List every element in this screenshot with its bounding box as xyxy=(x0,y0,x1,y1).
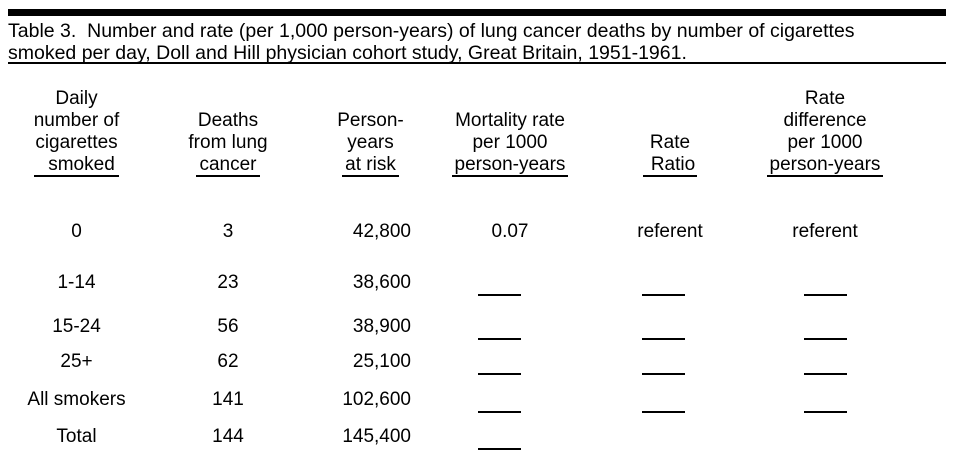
cell-mortality-rate xyxy=(420,426,600,450)
column-header-rate-ratio: Rate Ratio xyxy=(600,132,740,177)
fill-in-blank-line xyxy=(477,440,521,450)
fill-in-blank-line xyxy=(477,403,521,413)
fill-in-blank-line xyxy=(803,403,847,413)
cell-rate-difference xyxy=(740,316,910,340)
cell-deaths: 144 xyxy=(212,426,244,447)
fill-in-blank-line xyxy=(641,330,685,340)
cell-mortality-rate xyxy=(420,351,600,375)
cell-person-years: 38,900 xyxy=(352,316,411,337)
cell-deaths: 56 xyxy=(217,316,239,337)
table-row: 0 3 42,800 0.07 referent referent xyxy=(0,221,910,243)
cell-person-years: 25,100 xyxy=(352,351,411,372)
fill-in-blank-line xyxy=(641,365,685,375)
cell-rate-ratio xyxy=(600,389,740,413)
cell-mortality-rate: 0.07 xyxy=(491,221,529,242)
caption-divider-rule xyxy=(8,62,946,64)
cell-person-years: 145,400 xyxy=(342,426,411,447)
cell-cigarettes: 0 xyxy=(71,221,82,242)
fill-in-blank-line xyxy=(803,286,847,296)
cell-rate-ratio: referent xyxy=(637,221,703,242)
cell-person-years: 102,600 xyxy=(342,389,411,410)
table-header-row: Daily number of cigarettes smoked Deaths… xyxy=(0,88,910,177)
cell-deaths: 23 xyxy=(217,272,239,293)
cell-mortality-rate xyxy=(420,272,600,296)
cell-rate-difference: referent xyxy=(792,221,858,242)
cell-rate-difference xyxy=(740,351,910,375)
cell-deaths: 3 xyxy=(222,221,234,242)
column-header-cigarettes: Daily number of cigarettes smoked xyxy=(33,88,120,177)
fill-in-blank-line xyxy=(477,365,521,375)
cell-cigarettes: 15-24 xyxy=(52,316,101,337)
cell-person-years: 38,600 xyxy=(352,272,411,293)
cell-deaths: 62 xyxy=(217,351,239,372)
top-thick-rule xyxy=(8,9,946,16)
cell-mortality-rate xyxy=(420,316,600,340)
table-caption-line-2: smoked per day, Doll and Hill physician … xyxy=(8,42,687,64)
cell-cigarettes: 1-14 xyxy=(57,272,96,293)
cell-rate-ratio xyxy=(600,426,740,448)
fill-in-blank-line xyxy=(803,365,847,375)
table-caption-line-1: Table 3. Number and rate (per 1,000 pers… xyxy=(8,20,855,42)
cell-rate-difference xyxy=(740,272,910,296)
cell-cigarettes: 25+ xyxy=(60,351,93,372)
column-header-rate-difference: Rate difference per 1000 person-years xyxy=(740,88,910,177)
cell-rate-ratio xyxy=(600,351,740,375)
table-row: 25+ 62 25,100 xyxy=(0,351,910,375)
fill-in-blank-line xyxy=(803,330,847,340)
cell-rate-difference xyxy=(740,426,910,448)
cell-cigarettes: All smokers xyxy=(27,389,126,410)
column-header-person-years: Person- years at risk xyxy=(337,110,404,177)
fill-in-blank-line xyxy=(477,330,521,340)
cell-deaths: 141 xyxy=(212,389,244,410)
cell-person-years: 42,800 xyxy=(352,221,411,242)
table-row: All smokers 141 102,600 xyxy=(0,389,910,413)
fill-in-blank-line xyxy=(641,286,685,296)
table-row: Total 144 145,400 xyxy=(0,426,910,450)
table-caption: Table 3. Number and rate (per 1,000 pers… xyxy=(8,20,855,64)
table-row: 1-14 23 38,600 xyxy=(0,272,910,296)
fill-in-blank-line xyxy=(477,286,521,296)
table-row: 15-24 56 38,900 xyxy=(0,316,910,340)
cell-cigarettes: Total xyxy=(56,426,97,447)
cell-rate-ratio xyxy=(600,272,740,296)
cell-rate-difference xyxy=(740,389,910,413)
fill-in-blank-line xyxy=(641,403,685,413)
cell-mortality-rate xyxy=(420,389,600,413)
column-header-deaths: Deaths from lung cancer xyxy=(188,110,268,177)
column-header-mortality-rate: Mortality rate per 1000 person-years xyxy=(420,110,600,177)
cell-rate-ratio xyxy=(600,316,740,340)
